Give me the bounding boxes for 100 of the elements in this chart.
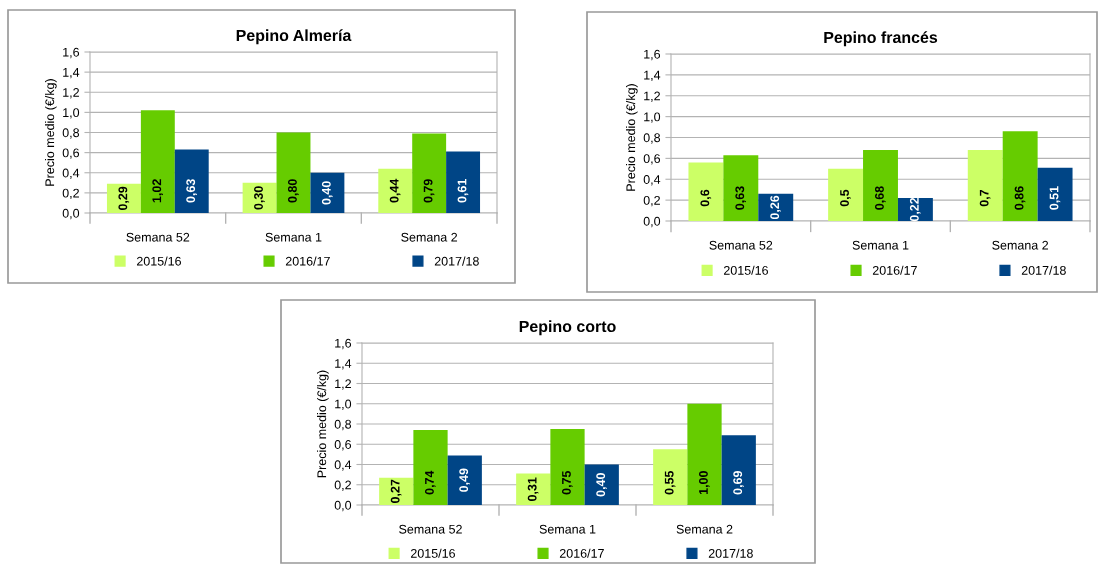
bar xyxy=(721,435,756,505)
bar xyxy=(447,455,482,505)
y-tick-label: 0,2 xyxy=(62,188,79,199)
bar xyxy=(446,151,481,213)
data-label: 0,63 xyxy=(735,186,746,210)
chart-title: Pepino corto xyxy=(519,320,616,336)
y-axis-title: Precio medio (€/kg) xyxy=(45,79,57,186)
bar xyxy=(516,473,551,505)
bar xyxy=(653,449,688,505)
y-tick-label: 0,2 xyxy=(334,480,351,491)
x-tick-label: Semana 2 xyxy=(676,524,733,534)
y-axis-title: Precio medio (€/kg) xyxy=(317,370,329,478)
legend-label: 2015/16 xyxy=(723,265,768,275)
y-tick-label: 0,0 xyxy=(334,500,352,512)
y-tick-label: 1,0 xyxy=(644,112,661,123)
data-label: 0,30 xyxy=(254,186,265,210)
chart-title: Pepino Almería xyxy=(236,29,352,45)
data-label: 0,40 xyxy=(596,473,607,497)
y-tick-label: 0,8 xyxy=(643,133,661,144)
y-tick-label: 0,2 xyxy=(643,195,660,207)
chart-title: Pepino francés xyxy=(824,31,938,47)
bar xyxy=(1037,167,1073,221)
y-tick-label: 0,8 xyxy=(334,419,352,431)
data-label: 0,80 xyxy=(288,179,299,203)
data-label: 0,5 xyxy=(840,189,851,207)
x-tick-label: Semana 1 xyxy=(265,232,322,242)
data-label: 0,7 xyxy=(979,189,991,207)
y-axis-title: Precio medio (€/kg) xyxy=(626,84,638,191)
legend-label: 2016/17 xyxy=(285,256,330,266)
y-tick-label: 1,0 xyxy=(63,108,80,119)
data-label: 0,69 xyxy=(733,471,744,495)
y-tick-label: 0,0 xyxy=(62,208,80,220)
y-tick-label: 1,0 xyxy=(335,399,352,410)
bar xyxy=(379,477,414,505)
bar xyxy=(584,464,619,505)
y-tick-label: 1,4 xyxy=(63,68,80,79)
bar xyxy=(688,162,724,221)
bar xyxy=(106,183,141,213)
bar xyxy=(828,168,864,221)
data-label: 1,02 xyxy=(152,179,163,203)
bar xyxy=(140,110,175,213)
data-label: 0,40 xyxy=(321,181,333,205)
x-tick-label: Semana 52 xyxy=(709,240,773,250)
y-tick-label: 1,2 xyxy=(644,91,660,102)
y-tick-label: 1,6 xyxy=(644,49,661,61)
y-tick-label: 0,8 xyxy=(62,128,80,139)
bar xyxy=(412,133,447,213)
x-tick-label: Semana 1 xyxy=(852,240,909,250)
data-label: 0,79 xyxy=(423,179,435,203)
bar xyxy=(310,172,345,213)
data-label: 0,22 xyxy=(909,197,921,222)
bar xyxy=(687,403,722,505)
bar xyxy=(863,150,898,221)
y-tick-label: 1,4 xyxy=(335,359,352,370)
y-tick-label: 0,6 xyxy=(334,440,352,451)
y-tick-label: 0,6 xyxy=(643,154,661,165)
bar xyxy=(1002,131,1038,221)
data-label: 0,86 xyxy=(1014,186,1026,210)
bar xyxy=(550,429,585,505)
bar xyxy=(723,155,759,221)
data-label: 0,55 xyxy=(664,470,676,495)
data-label: 0,63 xyxy=(186,179,197,203)
bar xyxy=(378,168,413,213)
legend-label: 2017/18 xyxy=(434,256,479,266)
bar xyxy=(967,150,1003,221)
legend-label: 2015/16 xyxy=(136,256,181,266)
data-label: 0,74 xyxy=(425,470,436,495)
x-tick-label: Semana 1 xyxy=(539,524,596,534)
data-label: 0,31 xyxy=(527,477,539,501)
legend-label: 2016/17 xyxy=(872,265,917,275)
data-label: 0,51 xyxy=(1049,186,1061,210)
x-tick-label: Semana 52 xyxy=(399,524,462,534)
y-tick-label: 0,4 xyxy=(643,175,661,186)
data-label: 0,44 xyxy=(389,178,401,203)
y-tick-label: 1,2 xyxy=(63,88,79,99)
x-tick-label: Semana 52 xyxy=(126,232,190,242)
y-tick-label: 1,6 xyxy=(335,338,352,350)
data-label: 0,68 xyxy=(875,186,886,210)
legend-label: 2017/18 xyxy=(1021,265,1066,275)
data-label: 0,75 xyxy=(562,470,573,495)
data-label: 1,00 xyxy=(699,471,710,495)
y-tick-label: 1,4 xyxy=(644,70,661,81)
data-label: 0,61 xyxy=(457,179,469,203)
bar xyxy=(174,149,209,213)
data-label: 0,27 xyxy=(390,479,402,503)
data-label: 0,49 xyxy=(459,468,470,492)
bar xyxy=(242,182,277,213)
y-tick-label: 0,4 xyxy=(334,460,352,471)
data-label: 0,6 xyxy=(700,189,712,207)
y-tick-label: 1,2 xyxy=(335,379,351,390)
y-tick-label: 0,4 xyxy=(62,168,80,179)
data-label: 0,26 xyxy=(770,195,781,220)
legend-label: 2017/18 xyxy=(708,548,753,558)
bar xyxy=(413,430,448,505)
data-label: 0,29 xyxy=(118,186,130,211)
x-tick-label: Semana 2 xyxy=(992,240,1049,250)
legend-label: 2016/17 xyxy=(559,548,604,558)
legend-label: 2015/16 xyxy=(410,548,455,558)
y-tick-label: 1,6 xyxy=(63,47,80,59)
bar xyxy=(276,132,311,213)
